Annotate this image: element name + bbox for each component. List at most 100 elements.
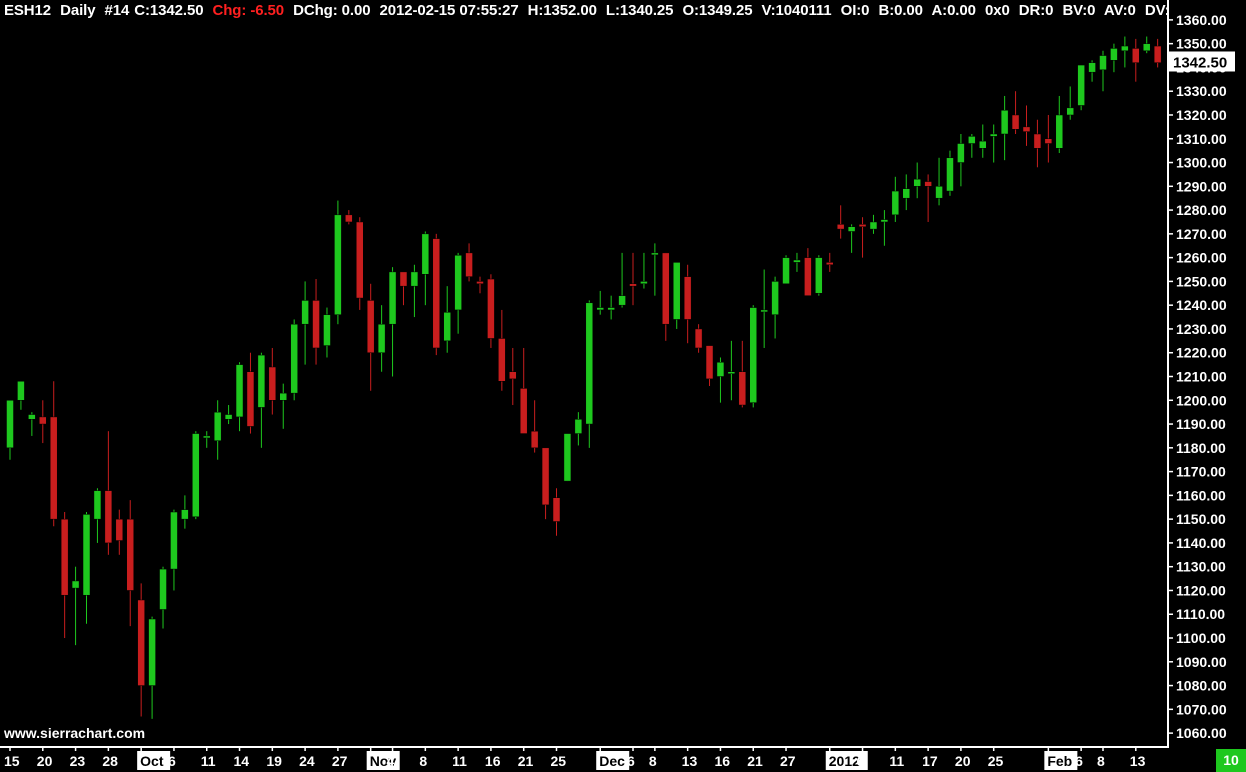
candle-body xyxy=(498,338,506,382)
date-label: 8 xyxy=(419,753,427,769)
date-label: 21 xyxy=(747,753,763,769)
date-label: 27 xyxy=(780,753,796,769)
date-label: 16 xyxy=(485,753,501,769)
price-tick-label: 1290.00 xyxy=(1176,178,1227,194)
candle-body xyxy=(268,366,277,401)
candle-body xyxy=(1066,107,1074,116)
month-label: 2012 xyxy=(829,753,860,769)
volume-label: V:1040111 xyxy=(761,2,832,19)
candle-body xyxy=(957,143,965,163)
candle-body xyxy=(705,345,714,380)
candle-body xyxy=(1022,126,1031,132)
candle-body xyxy=(115,518,124,541)
date-label: 8 xyxy=(649,753,657,769)
price-tick-label: 1140.00 xyxy=(1176,535,1226,551)
candle-body xyxy=(683,276,692,320)
candle-body xyxy=(104,490,113,544)
candle-body xyxy=(1033,133,1042,149)
candle-body xyxy=(410,271,419,287)
ask-label: A:0.00 xyxy=(931,2,976,19)
month-label-box xyxy=(596,751,630,770)
candle-body xyxy=(771,281,779,315)
candle-body xyxy=(148,618,156,686)
date-label: 21 xyxy=(518,753,534,769)
candle-body xyxy=(858,224,867,227)
candle-body xyxy=(1055,114,1064,149)
candle-body xyxy=(301,300,309,325)
candle-body xyxy=(454,255,462,311)
date-label: 24 xyxy=(299,753,315,769)
candle-body xyxy=(596,307,604,311)
candle-body xyxy=(924,181,932,187)
price-tick-label: 1230.00 xyxy=(1176,321,1227,337)
candle-body xyxy=(235,364,244,418)
price-tick-label: 1330.00 xyxy=(1176,83,1227,99)
candle-body xyxy=(826,262,834,266)
candle-body xyxy=(519,388,528,434)
date-label: 13 xyxy=(682,753,698,769)
candle-body xyxy=(181,509,189,520)
price-tick-label: 1300.00 xyxy=(1176,155,1227,171)
change-label: Chg: -6.50 xyxy=(212,2,285,19)
low-label: L:1340.25 xyxy=(605,2,674,19)
candle-body xyxy=(1132,48,1140,63)
candle-body xyxy=(224,414,233,420)
last-price-box xyxy=(1169,51,1235,72)
candle-body xyxy=(651,252,659,256)
candle-body xyxy=(1142,43,1151,52)
date-label: 20 xyxy=(955,753,971,769)
price-tick-label: 1090.00 xyxy=(1176,654,1227,670)
bar-count-badge[interactable]: 10 xyxy=(1216,749,1246,772)
candle-body xyxy=(71,580,80,589)
date-label: 14 xyxy=(234,753,250,769)
price-axis-border xyxy=(1167,0,1169,748)
daily-change-label: DChg: 0.00 xyxy=(293,2,371,19)
candle-body xyxy=(443,312,451,342)
candle-body xyxy=(93,490,102,520)
candle-body xyxy=(804,257,812,296)
open-label: O:1349.25 xyxy=(682,2,753,19)
candle-body xyxy=(989,133,998,137)
date-axis-border xyxy=(0,746,1169,748)
bid-label: B:0.00 xyxy=(878,2,923,19)
candle-body xyxy=(1000,109,1009,135)
candle-body xyxy=(399,271,408,287)
symbol-label: ESH12 xyxy=(4,2,52,19)
candle-body xyxy=(432,238,441,349)
date-label: 8 xyxy=(1097,753,1105,769)
candle-body xyxy=(968,136,976,144)
candle-body xyxy=(869,221,878,230)
ask-volume-label: AV:0 xyxy=(1103,2,1136,19)
candle-body xyxy=(465,252,473,277)
candle-body xyxy=(366,300,375,353)
candle-body xyxy=(672,262,681,320)
date-label: 15 xyxy=(4,753,20,769)
candle-body xyxy=(935,186,943,199)
price-tick-label: 1110.00 xyxy=(1176,606,1225,622)
candle-body xyxy=(345,214,353,223)
candle-body xyxy=(137,599,145,686)
month-label: Nov xyxy=(370,753,397,769)
candles xyxy=(6,36,1162,719)
candle-body xyxy=(902,188,911,199)
price-tick-label: 1080.00 xyxy=(1176,678,1227,694)
candle-body xyxy=(6,400,14,449)
candle-body xyxy=(279,392,287,401)
candle-body xyxy=(836,224,845,230)
candle-body xyxy=(159,568,167,610)
candle-body xyxy=(290,323,298,394)
candle-body xyxy=(28,414,36,420)
date-label: 6 xyxy=(857,753,865,769)
candle-body xyxy=(421,233,430,275)
date-label: 23 xyxy=(70,753,86,769)
date-label: 11 xyxy=(201,753,216,769)
price-tick-label: 1060.00 xyxy=(1176,725,1227,741)
bar-index-label: #14 xyxy=(104,2,130,19)
last-price-marker: 1342.50 xyxy=(1169,51,1235,72)
candle-body xyxy=(574,419,583,434)
date-label: 6 xyxy=(627,753,635,769)
price-axis[interactable]: 1060.00 1070.00 1080.00 1090.00 1100.00 1110.… xyxy=(1167,12,1227,741)
